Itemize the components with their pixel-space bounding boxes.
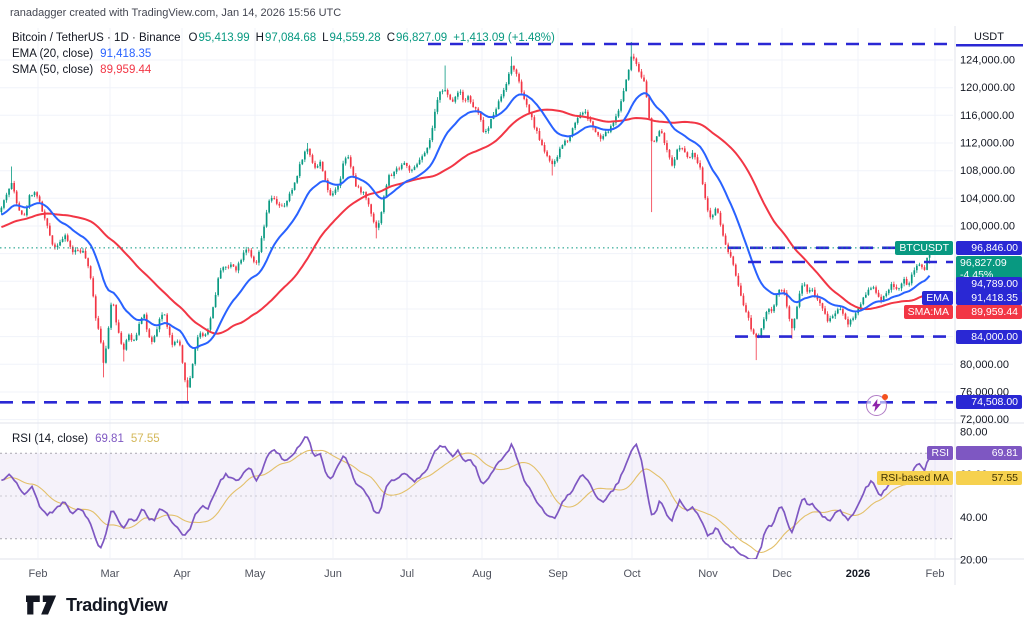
svg-text:Nov: Nov xyxy=(698,568,718,580)
sma-value: 89,959.44 xyxy=(100,64,152,76)
ema-value: 91,418.35 xyxy=(100,48,152,60)
rsi-ma-line[interactable] xyxy=(1,449,933,554)
level-badge-74508[interactable]: 74,508.00 xyxy=(956,395,1022,409)
current-price-change: -4.45% xyxy=(960,268,994,281)
svg-text:80,000.00: 80,000.00 xyxy=(960,359,1009,371)
ema-legend-row[interactable]: EMA (20, close) 91,418.35 xyxy=(12,46,555,62)
level-badge-96846[interactable]: 96,846.00 xyxy=(956,241,1022,255)
svg-text:May: May xyxy=(245,568,266,580)
svg-text:80.00: 80.00 xyxy=(960,427,988,439)
rsi-value-badge: 69.81 xyxy=(956,446,1022,460)
svg-text:112,000.00: 112,000.00 xyxy=(960,138,1014,150)
alert-active-dot xyxy=(882,394,888,400)
rsi-value: 69.81 xyxy=(95,433,124,445)
svg-text:108,000.00: 108,000.00 xyxy=(960,165,1015,177)
svg-text:Dec: Dec xyxy=(772,568,792,580)
svg-text:40.00: 40.00 xyxy=(960,512,988,524)
level-badge-84000[interactable]: 84,000.00 xyxy=(956,330,1022,344)
ohlc-open: O 95,413.99 xyxy=(188,32,250,44)
sma-legend-row[interactable]: SMA (50, close) 89,959.44 xyxy=(12,62,555,78)
rsi-tag[interactable]: RSI xyxy=(927,446,953,460)
candlestick-series xyxy=(0,42,931,403)
tradingview-mark-icon xyxy=(26,595,57,615)
svg-text:Oct: Oct xyxy=(623,568,640,580)
ema-tag[interactable]: EMA xyxy=(922,291,953,305)
main-legend: Bitcoin / TetherUS · 1D · Binance O 95,41… xyxy=(12,30,555,78)
level-badge-94789[interactable]: 94,789.00 xyxy=(956,277,1022,291)
lightning-bolt-icon xyxy=(872,399,881,412)
attribution-text: ranadagger created with TradingView.com,… xyxy=(10,7,342,19)
symbol-price-tag[interactable]: BTCUSDT xyxy=(895,241,953,255)
svg-text:124,000.00: 124,000.00 xyxy=(960,55,1015,67)
ema-label: EMA (20, close) xyxy=(12,48,94,60)
svg-text:Sep: Sep xyxy=(548,568,568,580)
ema-value-badge: 91,418.35 xyxy=(956,291,1022,305)
drawing-levels[interactable] xyxy=(0,42,953,404)
alert-lightning-icon[interactable] xyxy=(866,394,888,416)
svg-text:Feb: Feb xyxy=(926,568,945,580)
rsi-line[interactable] xyxy=(1,436,933,559)
rsi-ma-value: 57.55 xyxy=(130,433,160,445)
symbol-title: Bitcoin / TetherUS · 1D · Binance xyxy=(12,32,181,44)
pane-borders xyxy=(0,26,1024,585)
svg-text:120,000.00: 120,000.00 xyxy=(960,82,1015,94)
svg-text:Aug: Aug xyxy=(472,568,492,580)
svg-text:20.00: 20.00 xyxy=(960,555,988,567)
rsi-ma-tag[interactable]: RSI-based MA xyxy=(876,471,953,485)
sma-value-badge: 89,959.44 xyxy=(956,305,1022,319)
svg-text:72,000.00: 72,000.00 xyxy=(960,414,1009,426)
ohlc-high: H 97,084.68 xyxy=(255,32,317,44)
rsi-legend: RSI (14, close) 69.81 57.55 xyxy=(12,431,160,447)
change-text: +1,413.09 (+1.48%) xyxy=(453,32,555,44)
symbol-legend-row[interactable]: Bitcoin / TetherUS · 1D · Binance O 95,41… xyxy=(12,30,555,46)
tradingview-wordmark: TradingView xyxy=(66,594,168,615)
svg-text:100,000.00: 100,000.00 xyxy=(960,221,1015,233)
sma-50-line[interactable] xyxy=(1,108,930,335)
ohlc-close: C 96,827.09 xyxy=(386,32,448,44)
rsi-band xyxy=(0,452,953,540)
current-price-value: 96,827.09 xyxy=(960,257,1007,269)
svg-text:116,000.00: 116,000.00 xyxy=(960,110,1014,122)
svg-text:Feb: Feb xyxy=(29,568,48,580)
tradingview-logo[interactable]: TradingView xyxy=(26,594,168,616)
rsi-ma-value-badge: 57.55 xyxy=(956,471,1022,485)
svg-text:USDT: USDT xyxy=(974,31,1004,43)
svg-text:2026: 2026 xyxy=(846,568,870,580)
sma-label: SMA (50, close) xyxy=(12,64,94,76)
svg-text:104,000.00: 104,000.00 xyxy=(960,193,1015,205)
svg-text:Mar: Mar xyxy=(101,568,120,580)
time-axis[interactable]: Feb Mar Apr May Jun Jul Aug Sep Oct Nov Dec 2026 Feb xyxy=(29,568,945,580)
svg-text:Jul: Jul xyxy=(400,568,414,580)
rsi-legend-row[interactable]: RSI (14, close) 69.81 57.55 xyxy=(12,431,160,447)
rsi-label: RSI (14, close) xyxy=(12,433,89,445)
ohlc-low: L 94,559.28 xyxy=(322,32,381,44)
svg-text:Apr: Apr xyxy=(173,568,190,580)
sma-tag[interactable]: SMA:MA xyxy=(903,305,953,319)
ema-20-line[interactable] xyxy=(0,92,931,350)
svg-text:Jun: Jun xyxy=(324,568,342,580)
